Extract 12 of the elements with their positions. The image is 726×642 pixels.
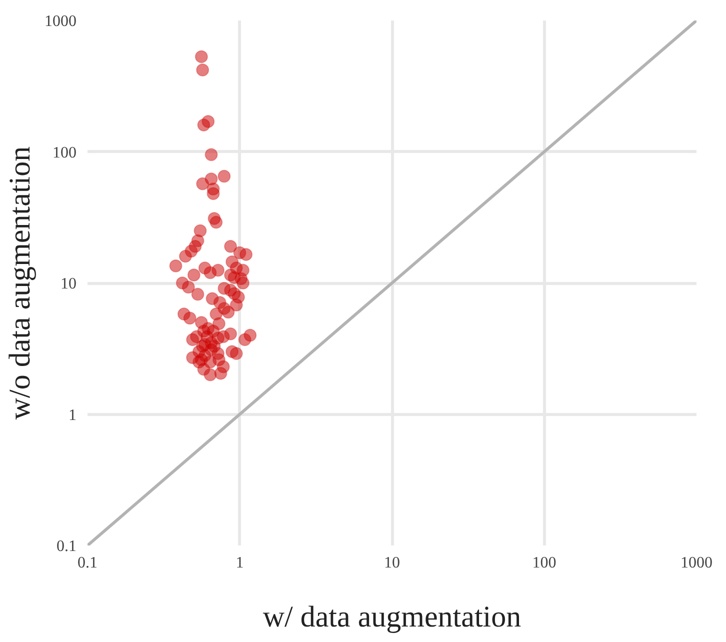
y-tick-label: 100 <box>52 144 76 162</box>
y-tick-label: 1000 <box>44 13 76 30</box>
x-tick-label: 0.1 <box>78 554 98 572</box>
y-axis-title: w/o data augmentation <box>4 146 36 420</box>
y-tick-label: 10 <box>60 276 76 292</box>
y-tick-label: 1 <box>68 406 76 424</box>
x-tick-label: 10 <box>384 554 400 572</box>
x-tick-label: 1000 <box>680 554 712 572</box>
x-axis-title: w/ data augmentation <box>262 600 522 634</box>
x-tick-label: 100 <box>532 554 556 572</box>
y-tick-label: 0.1 <box>56 538 76 555</box>
x-tick-label: 1 <box>236 554 244 572</box>
